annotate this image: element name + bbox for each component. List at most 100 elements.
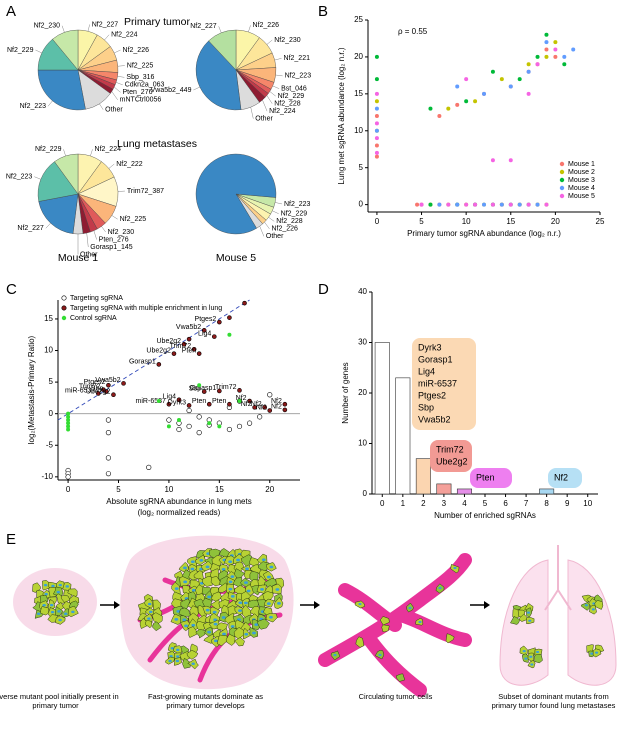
point [374,99,379,104]
cell-nucleus [174,587,179,591]
leader-line [117,65,125,67]
cell-nucleus [267,575,271,579]
cell-nucleus [535,650,540,654]
legend-label: Targeting sgRNA with multiple enrichment… [70,305,222,312]
point [146,464,152,470]
point [66,418,71,422]
cell [445,633,455,644]
x-tick-label: 15 [506,217,515,226]
point [428,202,433,207]
point-label: Trim72 [215,384,237,391]
x-tick-label: 0 [66,485,71,494]
y-tick-label: 30 [358,338,367,347]
point [446,202,451,207]
annotation: ρ = 0.55 [398,27,428,36]
legend-marker [61,295,67,301]
cell-nucleus [213,618,218,622]
lung [499,559,549,686]
cell-nucleus [238,601,243,605]
point [201,389,207,394]
point [419,202,424,207]
point [66,424,71,429]
x-tick-label: 9 [565,499,570,508]
y-tick-label: 20 [354,52,363,61]
bar [395,377,411,495]
point-label: Sbp [91,385,104,392]
point [246,420,253,426]
cell-nucleus [228,580,233,584]
annotation-text: Sbp [418,402,434,412]
y-tick-label: -5 [46,440,54,449]
annotation-text: Ptges2 [418,390,446,400]
cell-nucleus [49,603,54,607]
leader-line [218,26,222,33]
pie-slice [37,69,86,111]
y-tick-label: 15 [44,314,53,323]
slice-label: Pten_276 [123,89,153,96]
x-tick-label: 4 [462,499,467,508]
cell-nucleus [50,610,55,614]
point [156,399,161,404]
cell-nucleus [36,612,41,615]
slice-label: Sbp_316 [126,74,154,81]
cell-nucleus [228,587,233,591]
cell [249,570,259,582]
point [196,414,202,420]
point [121,381,126,386]
x-tick-label: 0 [375,217,380,226]
cell [225,633,236,646]
point [105,455,112,461]
point [166,417,172,423]
identity-line [57,299,250,421]
slice-label: Nf2_223 [20,103,47,110]
leader-line [269,91,276,97]
point [415,202,420,207]
leader-line [87,24,90,32]
point [374,54,379,59]
caption: Diverse mutant pool initially present in… [0,692,119,711]
point [206,401,212,407]
arrow-head [314,601,320,609]
cell [380,616,390,626]
bar [436,483,452,495]
point-label: miR-6537 [65,387,95,394]
point [535,62,540,67]
bar [374,342,390,495]
cell [233,636,245,647]
leader-line [111,215,118,220]
cell [47,614,59,623]
point-label: Nf2 [251,401,262,408]
point-label: Ube2g2 [157,338,182,345]
leader-line [47,100,53,107]
point [482,91,486,96]
leader-line [264,221,270,229]
point [227,332,232,337]
point [105,430,112,436]
x-tick-label: 10 [462,217,471,226]
slice-label: Nf2_226 [253,22,280,29]
cell-nucleus [148,610,153,614]
cell-nucleus [182,618,187,622]
point [508,84,513,89]
cell-nucleus [58,583,62,587]
point [105,471,112,477]
point [508,202,513,207]
point-label: Trim72 [79,384,101,391]
panel-label: E [6,531,16,548]
cell-nucleus [245,567,249,571]
point-label: Pten [212,398,227,405]
cell-nucleus [453,566,457,570]
point [473,202,478,207]
slice-label: Nf2_226 [123,47,150,54]
point [553,40,558,45]
leader-line [34,176,41,180]
slice-label: Nf2_224 [269,108,296,115]
point [526,202,531,207]
cell-nucleus [58,618,62,622]
caption: Subset of dominant mutants from primary … [491,692,616,711]
x-tick-label: 7 [524,499,529,508]
cell-nucleus [207,595,212,599]
leader-line [35,49,42,54]
slice-label: Nf2_228 [274,101,301,108]
